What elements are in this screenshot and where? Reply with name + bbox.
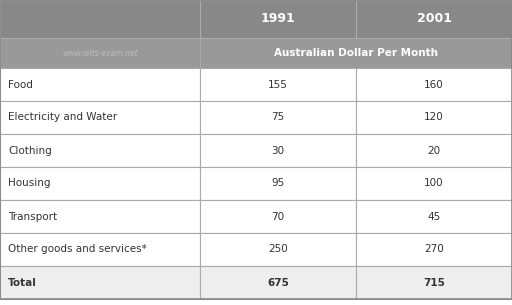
Bar — [200, 167, 356, 200]
Bar — [0, 167, 200, 200]
Text: 30: 30 — [271, 145, 285, 156]
Bar — [356, 167, 512, 200]
Bar — [356, 0, 512, 38]
Bar — [356, 134, 512, 167]
Text: 70: 70 — [271, 211, 285, 221]
Text: 120: 120 — [424, 113, 444, 123]
Bar — [356, 233, 512, 266]
Bar — [0, 0, 200, 38]
Bar — [0, 266, 200, 299]
Bar — [0, 38, 200, 68]
Text: www.ielts-exam.net: www.ielts-exam.net — [62, 48, 138, 58]
Bar — [356, 101, 512, 134]
Bar — [0, 233, 200, 266]
Text: 2001: 2001 — [416, 13, 452, 26]
Bar — [200, 134, 356, 167]
Bar — [356, 266, 512, 299]
Text: Australian Dollar Per Month: Australian Dollar Per Month — [274, 48, 438, 58]
Bar — [200, 68, 356, 101]
Text: 675: 675 — [267, 278, 289, 288]
Bar — [200, 233, 356, 266]
Text: 45: 45 — [428, 211, 441, 221]
Text: Other goods and services*: Other goods and services* — [8, 245, 147, 254]
Text: 100: 100 — [424, 178, 444, 188]
Bar — [200, 101, 356, 134]
Text: 1991: 1991 — [261, 13, 295, 26]
Bar — [0, 101, 200, 134]
Bar — [0, 134, 200, 167]
Text: Clothing: Clothing — [8, 145, 52, 156]
Text: Total: Total — [8, 278, 37, 288]
Bar — [0, 68, 200, 101]
Text: 75: 75 — [271, 113, 285, 123]
Text: 160: 160 — [424, 80, 444, 89]
Text: 155: 155 — [268, 80, 288, 89]
Text: 95: 95 — [271, 178, 285, 188]
Text: 270: 270 — [424, 245, 444, 254]
Bar — [200, 266, 356, 299]
Bar — [0, 200, 200, 233]
Bar — [356, 200, 512, 233]
Text: 250: 250 — [268, 245, 288, 254]
Text: Housing: Housing — [8, 178, 51, 188]
Bar — [200, 38, 512, 68]
Bar — [200, 200, 356, 233]
Text: 20: 20 — [428, 145, 440, 156]
Text: Transport: Transport — [8, 211, 57, 221]
Text: Food: Food — [8, 80, 33, 89]
Bar — [356, 68, 512, 101]
Bar — [200, 0, 356, 38]
Text: 715: 715 — [423, 278, 445, 288]
Text: Electricity and Water: Electricity and Water — [8, 113, 117, 123]
